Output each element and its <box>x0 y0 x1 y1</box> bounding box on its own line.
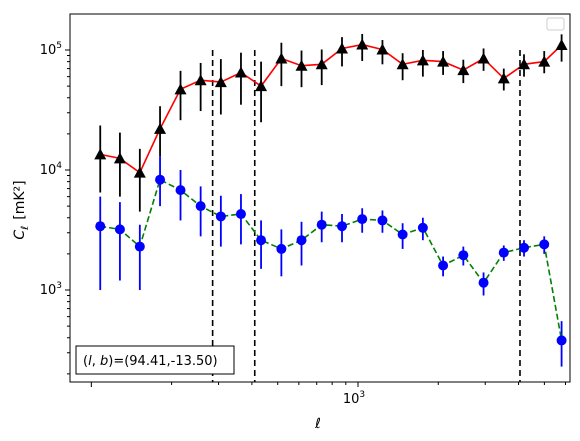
plot-clip-group <box>94 33 568 382</box>
legend-box <box>546 17 565 31</box>
triangle-marker-20 <box>477 52 490 64</box>
x-tick-label-1: 103 <box>343 390 365 407</box>
triangle-marker-14 <box>356 38 369 50</box>
circle-marker-14 <box>357 214 368 225</box>
circle-marker-21 <box>498 247 509 258</box>
circle-marker-4 <box>155 174 166 185</box>
triangle-marker-5 <box>174 83 187 95</box>
circle-marker-9 <box>256 235 267 246</box>
circle-marker-20 <box>478 277 489 288</box>
y-tick-label-3: 105 <box>40 41 62 58</box>
circle-marker-1 <box>95 221 106 232</box>
triangle-marker-3 <box>133 166 146 178</box>
circle-marker-2 <box>114 224 125 235</box>
annotation-box: (l, b)=(94.41,-13.50) <box>75 345 235 375</box>
triangle-marker-10 <box>275 52 288 64</box>
triangle-marker-9 <box>255 80 268 92</box>
triangle-marker-18 <box>437 55 450 67</box>
triangle-marker-7 <box>214 76 227 88</box>
circle-marker-13 <box>337 221 348 232</box>
circle-marker-11 <box>296 235 307 246</box>
circle-marker-16 <box>397 229 408 240</box>
triangle-marker-19 <box>457 64 470 76</box>
triangle-marker-1 <box>94 148 107 160</box>
circle-marker-6 <box>195 201 206 212</box>
series-line-red <box>100 43 563 174</box>
triangle-marker-4 <box>154 122 167 134</box>
circle-marker-18 <box>438 260 449 271</box>
circle-marker-17 <box>417 222 428 233</box>
circle-marker-22 <box>519 242 530 253</box>
triangle-marker-6 <box>194 74 207 86</box>
circle-marker-8 <box>235 208 246 219</box>
circle-marker-7 <box>215 211 226 222</box>
triangle-marker-15 <box>376 43 389 55</box>
circle-marker-10 <box>276 243 287 254</box>
triangle-marker-17 <box>416 54 429 66</box>
circle-marker-15 <box>377 215 388 226</box>
circle-marker-12 <box>316 219 327 230</box>
triangle-marker-2 <box>113 152 126 164</box>
x-axis-label: ℓ <box>314 416 321 432</box>
series-line-green-dashed <box>100 178 563 341</box>
triangle-marker-16 <box>396 58 409 70</box>
circle-marker-3 <box>134 241 145 252</box>
triangle-marker-11 <box>295 59 308 71</box>
triangle-marker-24 <box>555 39 568 51</box>
triangle-marker-21 <box>497 72 510 84</box>
y-tick-label-2: 104 <box>40 161 63 178</box>
y-axis-label: Cℓ[mK²] <box>12 180 31 239</box>
triangle-marker-23 <box>538 55 551 67</box>
triangle-marker-22 <box>518 58 531 70</box>
circle-marker-23 <box>539 239 550 250</box>
triangle-marker-12 <box>315 58 328 70</box>
annotation-text: (l, b)=(94.41,-13.50) <box>83 354 218 369</box>
plot-frame <box>69 13 571 383</box>
triangle-marker-8 <box>234 66 247 78</box>
triangle-marker-13 <box>336 42 349 54</box>
y-tick-label-1: 103 <box>40 281 62 298</box>
circle-marker-5 <box>175 185 186 196</box>
circle-marker-24 <box>556 335 567 346</box>
circle-marker-19 <box>458 250 469 261</box>
